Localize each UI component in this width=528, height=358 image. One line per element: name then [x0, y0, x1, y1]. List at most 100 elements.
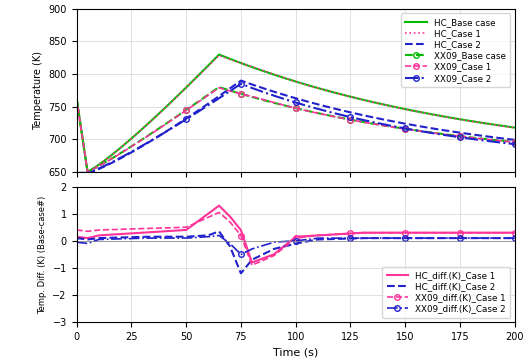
XX09_diff.(K)_Case 1	[96, 228, 102, 232]
XX09_Case 1	[287, 105, 293, 109]
XX09_diff.(K)_Case 2	[512, 236, 518, 240]
XX09_diff.(K)_Case 2	[275, 240, 281, 244]
HC_Case 2	[96, 167, 102, 171]
Y-axis label: Temperature (K): Temperature (K)	[33, 51, 43, 130]
HC_Case 1	[499, 124, 506, 128]
HC_diff.(K)_Case 2	[419, 236, 425, 240]
HC_diff.(K)_Case 1	[96, 233, 102, 237]
HC_Case 2	[499, 136, 505, 141]
HC_Base case	[499, 124, 505, 128]
HC_diff.(K)_Case 2	[238, 271, 244, 275]
XX09_Case 2	[287, 98, 293, 103]
XX09_diff.(K)_Case 1	[216, 210, 222, 214]
HC_diff.(K)_Case 2	[287, 243, 293, 247]
HC_Base case	[73, 96, 80, 100]
XX09_diff.(K)_Case 1	[287, 241, 293, 245]
HC_Case 1	[499, 124, 505, 128]
XX09_diff.(K)_Case 1	[275, 250, 281, 254]
XX09_Base case	[499, 139, 505, 143]
Legend: HC_diff.(K)_Case 1, HC_diff.(K)_Case 2, XX09_diff.(K)_Case 1, XX09_diff.(K)_Case: HC_diff.(K)_Case 1, HC_diff.(K)_Case 2, …	[382, 266, 511, 318]
XX09_diff.(K)_Case 1	[499, 231, 506, 235]
XX09_diff.(K)_Case 1	[499, 231, 505, 235]
XX09_Case 1	[96, 164, 102, 168]
HC_Base case	[216, 52, 222, 57]
HC_Case 2	[73, 171, 80, 175]
XX09_Case 2	[499, 141, 505, 145]
HC_Case 1	[275, 74, 281, 78]
XX09_diff.(K)_Case 2	[238, 252, 244, 256]
XX09_diff.(K)_Case 1	[419, 231, 425, 235]
Line: XX09_diff.(K)_Case 1: XX09_diff.(K)_Case 1	[74, 210, 517, 268]
HC_diff.(K)_Case 1	[275, 248, 281, 253]
XX09_Case 2	[419, 129, 425, 134]
HC_diff.(K)_Case 1	[419, 231, 425, 235]
Y-axis label: Temp. Diff. (K) (Base-case#): Temp. Diff. (K) (Base-case#)	[38, 195, 47, 314]
X-axis label: Time (s): Time (s)	[273, 348, 318, 358]
XX09_diff.(K)_Case 1	[249, 263, 255, 267]
HC_diff.(K)_Case 1	[499, 231, 505, 235]
Line: XX09_Case 1: XX09_Case 1	[74, 85, 517, 175]
XX09_diff.(K)_Case 1	[73, 228, 80, 232]
HC_Case 1	[216, 53, 222, 58]
XX09_diff.(K)_Case 2	[73, 240, 80, 245]
HC_Base case	[419, 110, 425, 115]
HC_Base case	[96, 162, 102, 166]
HC_diff.(K)_Case 2	[499, 236, 506, 240]
HC_diff.(K)_Case 1	[499, 231, 506, 235]
XX09_Case 2	[512, 142, 518, 146]
XX09_Base case	[216, 85, 222, 89]
XX09_Base case	[275, 102, 281, 106]
Line: HC_Case 1: HC_Case 1	[77, 55, 515, 172]
HC_diff.(K)_Case 1	[73, 234, 80, 239]
HC_diff.(K)_Case 2	[499, 236, 505, 240]
XX09_Base case	[73, 96, 80, 100]
Line: XX09_Base case: XX09_Base case	[74, 84, 517, 174]
XX09_Case 1	[512, 140, 518, 144]
HC_diff.(K)_Case 1	[216, 203, 222, 208]
XX09_Case 1	[275, 102, 281, 106]
HC_Case 1	[287, 78, 293, 82]
XX09_Case 2	[96, 166, 102, 171]
XX09_Base case	[287, 105, 293, 109]
XX09_Case 1	[419, 129, 425, 134]
XX09_Case 2	[238, 82, 244, 86]
XX09_Case 1	[73, 96, 80, 101]
Line: HC_diff.(K)_Case 2: HC_diff.(K)_Case 2	[77, 231, 515, 273]
XX09_Base case	[96, 164, 102, 168]
XX09_Base case	[84, 170, 91, 174]
XX09_diff.(K)_Case 2	[499, 236, 506, 240]
Line: XX09_diff.(K)_Case 2: XX09_diff.(K)_Case 2	[74, 233, 517, 257]
XX09_Base case	[419, 129, 425, 134]
HC_Case 2	[275, 91, 281, 95]
HC_Case 2	[499, 136, 505, 140]
Line: HC_Case 2: HC_Case 2	[77, 81, 515, 173]
XX09_Case 1	[216, 86, 222, 90]
Line: HC_Base case: HC_Base case	[77, 54, 515, 172]
HC_Case 1	[512, 126, 518, 130]
HC_Case 2	[287, 95, 293, 99]
XX09_Case 2	[499, 141, 505, 145]
HC_diff.(K)_Case 2	[512, 236, 518, 240]
HC_Case 1	[419, 111, 425, 115]
HC_Base case	[275, 74, 281, 78]
HC_Base case	[512, 125, 518, 130]
HC_diff.(K)_Case 1	[512, 231, 518, 235]
HC_diff.(K)_Case 1	[249, 260, 255, 265]
XX09_diff.(K)_Case 2	[499, 236, 505, 240]
XX09_diff.(K)_Case 2	[215, 233, 222, 238]
HC_diff.(K)_Case 2	[215, 229, 222, 233]
HC_diff.(K)_Case 2	[275, 246, 281, 250]
XX09_Base case	[499, 139, 506, 143]
HC_Case 1	[96, 163, 102, 167]
XX09_Case 2	[73, 171, 80, 175]
XX09_Base case	[512, 140, 518, 144]
XX09_Case 2	[275, 95, 281, 99]
HC_diff.(K)_Case 1	[287, 239, 293, 243]
XX09_Case 1	[499, 139, 506, 143]
XX09_diff.(K)_Case 2	[287, 239, 293, 243]
HC_Case 1	[84, 170, 91, 174]
HC_Case 2	[419, 125, 425, 129]
XX09_Case 1	[499, 139, 505, 143]
Line: XX09_Case 2: XX09_Case 2	[74, 81, 517, 176]
HC_diff.(K)_Case 2	[73, 236, 80, 240]
